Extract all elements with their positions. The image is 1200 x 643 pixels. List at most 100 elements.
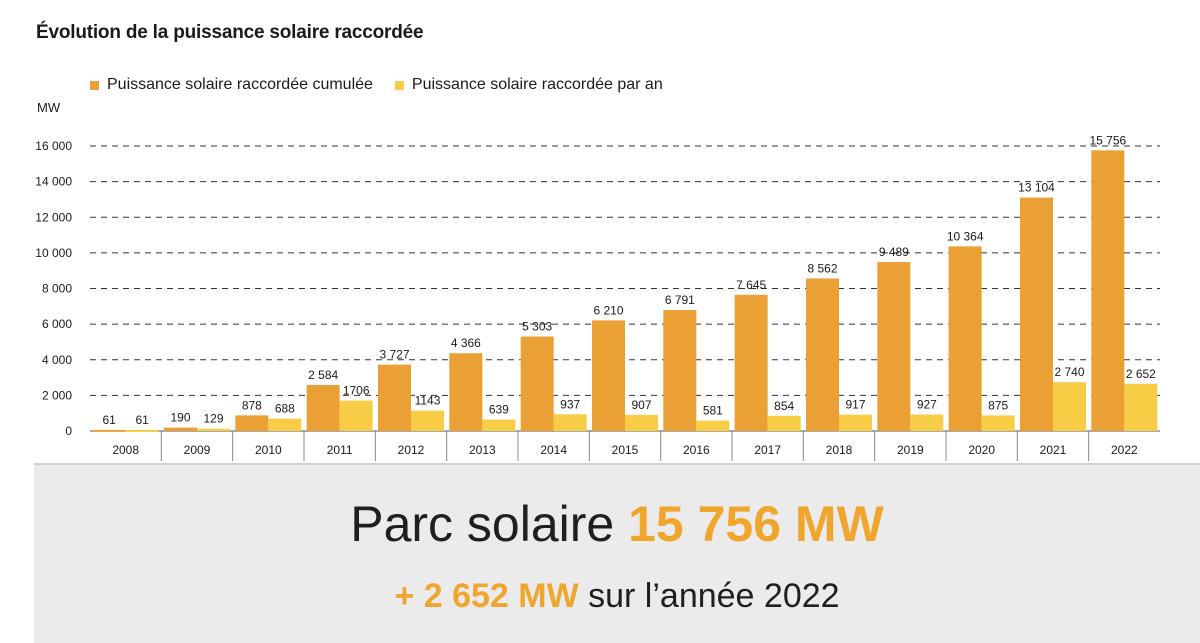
x-tick-label: 2019 (897, 443, 924, 457)
chart-title: Évolution de la puissance solaire raccor… (36, 22, 424, 43)
summary-subline: + 2 652 MW sur l’année 2022 (34, 577, 1200, 616)
legend-label-annual: Puissance solaire raccordée par an (411, 76, 663, 93)
bar-annual (1053, 382, 1086, 431)
data-label-annual: 1706 (343, 384, 370, 398)
subline-value: + 2 652 MW (394, 577, 579, 615)
y-tick-label: 6 000 (42, 317, 72, 331)
data-label-annual: 927 (917, 397, 937, 411)
data-label-cumulative: 5 303 (522, 320, 552, 334)
x-tick-label: 2012 (398, 443, 425, 457)
headline-value: 15 756 MW (628, 496, 884, 552)
bar-cumulative (948, 246, 982, 431)
bar-cumulative (877, 261, 911, 431)
data-label-cumulative: 190 (170, 411, 190, 425)
data-label-annual: 581 (703, 404, 723, 418)
bar-annual (482, 419, 516, 431)
legend-item-cumulative: Puissance solaire raccordée cumulée (90, 76, 373, 94)
y-axis-unit: MW (37, 100, 61, 115)
bar-annual (767, 415, 801, 431)
bar-cumulative (520, 336, 554, 431)
data-label-annual: 854 (774, 399, 794, 413)
legend: Puissance solaire raccordée cumulée Puis… (90, 76, 685, 94)
data-label-cumulative: 4 366 (451, 336, 481, 350)
headline-prefix: Parc solaire (350, 496, 629, 552)
y-tick-label: 4 000 (42, 353, 72, 367)
data-label-cumulative: 8 562 (807, 261, 837, 275)
bar-annual (1124, 383, 1158, 431)
bar-cumulative (164, 427, 197, 431)
bar-cumulative (734, 294, 768, 431)
legend-label-cumulative: Puissance solaire raccordée cumulée (107, 76, 373, 93)
bar-annual (197, 428, 230, 431)
bar-annual (268, 418, 302, 431)
x-tick-label: 2018 (826, 443, 853, 457)
y-tick-label: 8 000 (42, 282, 72, 296)
data-label-annual: 129 (203, 412, 223, 426)
data-label-annual: 917 (845, 398, 865, 412)
bar-cumulative (806, 278, 839, 431)
x-tick-label: 2015 (612, 443, 639, 457)
bar-cumulative (592, 320, 625, 431)
y-tick-label: 16 000 (35, 139, 72, 153)
bar-cumulative (1020, 197, 1053, 431)
bar-annual (411, 410, 444, 431)
data-label-annual: 639 (489, 403, 509, 417)
bar-cumulative (92, 429, 126, 432)
subline-suffix: sur l’année 2022 (578, 577, 840, 615)
bar-annual (696, 420, 730, 431)
x-tick-label: 2021 (1040, 443, 1067, 457)
bar-annual (839, 414, 872, 431)
x-tick-label: 2008 (112, 443, 139, 457)
bar-chart: 0 2 000 4 000 6 000 8 000 10 000 12 000 14 000 1… (35, 133, 1160, 461)
x-tick-label: 2014 (540, 443, 567, 457)
x-tick-label: 2009 (184, 443, 211, 457)
data-label-annual: 937 (560, 397, 580, 411)
bar-annual (553, 414, 587, 431)
y-tick-label: 14 000 (35, 175, 72, 189)
data-label-annual: 2 740 (1054, 365, 1084, 379)
data-label-cumulative: 13 104 (1018, 181, 1055, 195)
data-label-annual: 875 (988, 398, 1008, 412)
data-label-cumulative: 10 364 (947, 229, 984, 243)
data-label-annual: 1143 (415, 394, 441, 408)
data-label-cumulative: 15 756 (1089, 133, 1126, 147)
data-label-cumulative: 6 210 (593, 303, 623, 317)
data-label-cumulative: 6 791 (665, 293, 695, 307)
data-label-cumulative: 2 584 (308, 368, 338, 382)
data-label-annual: 2 652 (1126, 367, 1156, 381)
y-tick-label: 0 (65, 424, 72, 438)
x-tick-label: 2022 (1111, 443, 1138, 457)
bar-cumulative (306, 384, 340, 431)
legend-item-annual: Puissance solaire raccordée par an (394, 76, 663, 94)
bar-cumulative (1091, 150, 1125, 431)
x-tick-label: 2013 (469, 443, 496, 457)
bar-annual (910, 414, 944, 431)
legend-swatch-annual (394, 80, 404, 90)
bar-cumulative (449, 353, 483, 431)
data-label-cumulative: 878 (242, 398, 262, 412)
y-tick-label: 2 000 (42, 388, 72, 402)
x-tick-label: 2011 (327, 443, 353, 457)
x-tick-label: 2017 (754, 443, 781, 457)
data-label-annual: 907 (631, 398, 651, 412)
bar-annual (339, 400, 373, 431)
summary-headline: Parc solaire 15 756 MW (34, 495, 1200, 553)
data-label-annual: 61 (135, 413, 149, 427)
bar-cumulative (378, 364, 411, 431)
data-label-cumulative: 3 727 (379, 348, 409, 362)
bar-annual (125, 429, 159, 432)
bar-cumulative (235, 415, 269, 431)
bar-cumulative (663, 310, 697, 431)
x-tick-label: 2016 (683, 443, 710, 457)
y-tick-label: 12 000 (35, 210, 72, 224)
data-label-cumulative: 7 645 (736, 278, 766, 292)
data-label-cumulative: 61 (102, 413, 116, 427)
bar-annual (981, 415, 1015, 431)
data-label-cumulative: 9 489 (879, 245, 909, 259)
summary-panel: Parc solaire 15 756 MW + 2 652 MW sur l’… (34, 463, 1200, 643)
y-tick-label: 10 000 (35, 246, 72, 260)
data-label-annual: 688 (275, 402, 295, 416)
legend-swatch-cumulative (90, 80, 99, 90)
bar-annual (625, 414, 658, 431)
x-tick-label: 2020 (968, 443, 995, 457)
